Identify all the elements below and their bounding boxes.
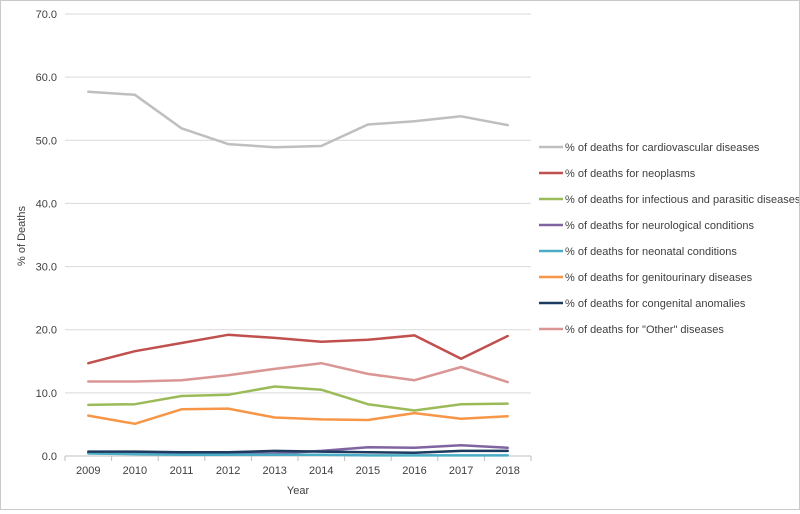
series-line-7 (87, 361, 509, 384)
series-lines (87, 90, 509, 457)
x-tick-label: 2014 (309, 465, 333, 477)
legend-entry-label: % of deaths for neoplasms (565, 168, 696, 180)
x-tick-label: 2011 (170, 465, 194, 477)
legend-entry-label: % of deaths for "Other" diseases (565, 324, 724, 336)
y-tick-label: 10.0 (36, 388, 57, 400)
legend-entry-label: % of deaths for cardiovascular diseases (565, 142, 760, 154)
y-tick-label: 20.0 (36, 325, 57, 337)
x-axis-ticks: 2009 2010 2011 2012 2013 2014 2015 2016 2017 2018 (64, 456, 532, 477)
x-tick-label: 2010 (123, 465, 147, 477)
y-axis-title: % of Deaths (16, 206, 28, 266)
x-tick-label: 2013 (262, 465, 286, 477)
y-tick-label: 0.0 (42, 451, 57, 463)
y-tick-label: 60.0 (36, 72, 57, 84)
y-tick-label: 30.0 (36, 262, 57, 274)
legend-entry-label: % of deaths for neonatal conditions (565, 246, 737, 258)
x-tick-label: 2016 (402, 465, 426, 477)
x-tick-label: 2018 (495, 465, 519, 477)
series-line-1 (87, 333, 509, 365)
x-axis-title: Year (287, 485, 310, 497)
x-tick-label: 2009 (76, 465, 100, 477)
legend-entry-label: % of deaths for genitourinary diseases (565, 272, 753, 284)
y-tick-label: 70.0 (36, 9, 57, 21)
y-axis-ticks: 0.0 10.0 20.0 30.0 40.0 50.0 60.0 70.0 (36, 9, 57, 463)
legend-entry-label: % of deaths for neurological conditions (565, 220, 754, 232)
x-tick-label: 2012 (216, 465, 240, 477)
series-line-6 (87, 449, 509, 455)
series-line-4 (87, 452, 509, 457)
legend: % of deaths for cardiovascular diseases%… (539, 142, 800, 336)
series-line-5 (87, 407, 509, 426)
y-tick-label: 50.0 (36, 135, 57, 147)
gridlines (65, 13, 531, 457)
y-tick-label: 40.0 (36, 198, 57, 210)
series-line-0 (87, 90, 509, 149)
x-tick-label: 2017 (449, 465, 473, 477)
legend-entry-label: % of deaths for infectious and parasitic… (565, 194, 799, 206)
series-line-2 (87, 385, 509, 412)
x-tick-label: 2015 (356, 465, 380, 477)
legend-entry-label: % of deaths for congenital anomalies (565, 298, 746, 310)
